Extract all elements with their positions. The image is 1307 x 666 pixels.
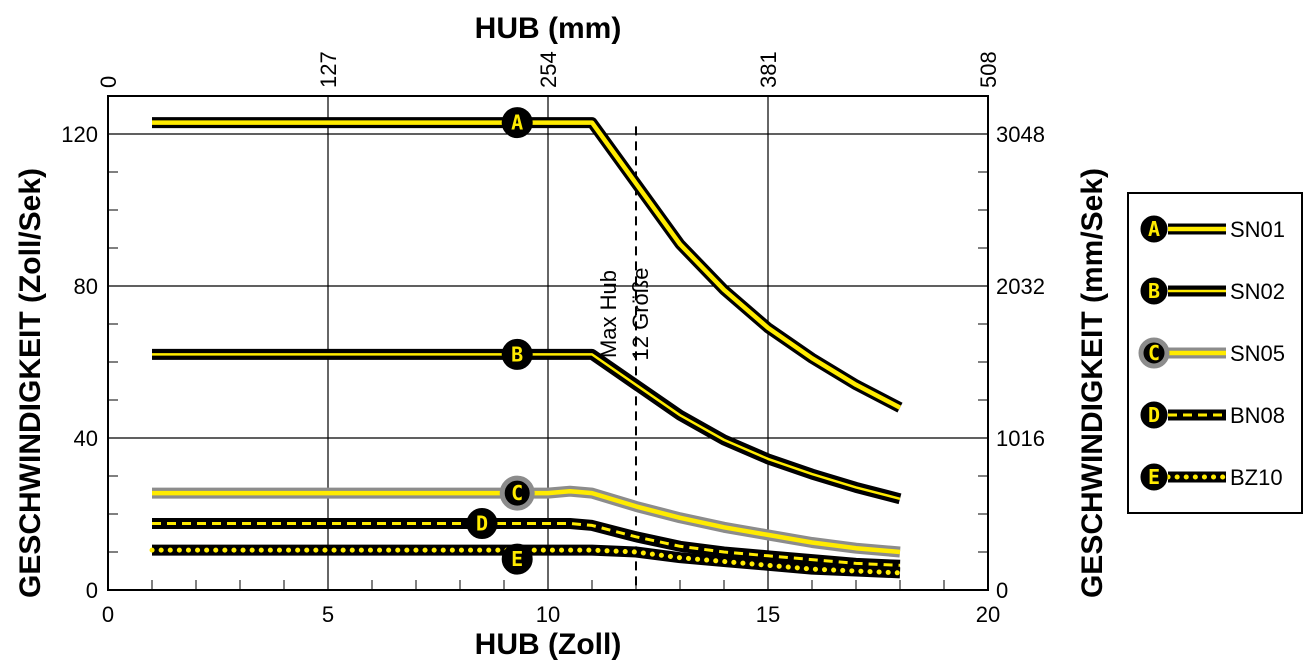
annotation-text: Max Hub bbox=[596, 270, 621, 358]
y2-tick-label: 0 bbox=[996, 578, 1008, 603]
y-tick-label: 0 bbox=[86, 578, 98, 603]
legend-label: SN02 bbox=[1230, 279, 1285, 304]
series-line bbox=[152, 120, 902, 410]
series-marker-letter: A bbox=[511, 111, 523, 135]
series-marker-badge bbox=[466, 508, 498, 539]
y2-axis-title: GESCHWINDIGKEIT (mm/Sek) bbox=[1076, 168, 1109, 598]
series-marker-letter: C bbox=[511, 481, 523, 505]
annotation-text: 12 Größe bbox=[628, 268, 653, 361]
x-tick-label: 0 bbox=[102, 602, 114, 627]
series-marker-badge bbox=[1140, 401, 1168, 429]
x2-tick-label: 381 bbox=[756, 51, 781, 88]
max-hub-annotation: Max Hub 12 Größe bbox=[596, 126, 653, 590]
series-marker-letter: C bbox=[1148, 341, 1160, 365]
y-axis-title: GESCHWINDIGKEIT (Zoll/Sek) bbox=[14, 168, 47, 598]
series-marker-badge bbox=[1138, 337, 1170, 369]
legend-item-SN02: B SN02 bbox=[1140, 277, 1285, 305]
series-marker-badge bbox=[1140, 277, 1168, 305]
series-marker-badge bbox=[1140, 463, 1168, 491]
series-line bbox=[152, 488, 901, 555]
x2-axis-title: HUB (mm) bbox=[475, 12, 622, 45]
series-line bbox=[152, 522, 901, 567]
legend-label: BN08 bbox=[1230, 403, 1285, 428]
series-SN01: A bbox=[152, 107, 903, 413]
series-marker-letter: E bbox=[1148, 465, 1160, 489]
series-marker-letter: E bbox=[511, 547, 523, 571]
series-marker-badge bbox=[501, 107, 533, 139]
series-SN05: C bbox=[152, 475, 901, 558]
x2-tick-label: 127 bbox=[316, 51, 341, 88]
legend: A SN01 B SN02 C SN05 D BN08 E BZ10 bbox=[1127, 192, 1303, 514]
series-marker-badge bbox=[501, 338, 533, 370]
legend-item-BZ10: E BZ10 bbox=[1140, 463, 1283, 491]
axis-ticks bbox=[107, 133, 989, 590]
legend-items: A SN01 B SN02 C SN05 D BN08 E BZ10 bbox=[1138, 215, 1285, 491]
series-lines: A B CDE bbox=[149, 107, 903, 579]
series-line bbox=[149, 547, 903, 576]
legend-label: SN01 bbox=[1230, 217, 1285, 242]
y-tick-label: 120 bbox=[61, 122, 98, 147]
y2-tick-label: 3048 bbox=[996, 122, 1045, 147]
series-marker-badge bbox=[501, 543, 533, 575]
grid-lines bbox=[108, 96, 988, 590]
legend-label: SN05 bbox=[1230, 341, 1285, 366]
x-tick-label: 5 bbox=[322, 602, 334, 627]
y-tick-label: 80 bbox=[74, 274, 98, 299]
series-SN02: B bbox=[152, 338, 902, 505]
series-BZ10: E bbox=[149, 543, 903, 579]
legend-label: BZ10 bbox=[1230, 465, 1283, 490]
legend-item-BN08: D BN08 bbox=[1140, 401, 1285, 429]
x-tick-label: 20 bbox=[976, 602, 1000, 627]
x2-tick-label: 508 bbox=[976, 51, 1001, 88]
x2-tick-label: 254 bbox=[536, 51, 561, 88]
legend-item-SN01: A SN01 bbox=[1140, 215, 1285, 243]
plot-frame bbox=[107, 95, 989, 591]
series-marker-letter: A bbox=[1148, 217, 1160, 241]
series-marker-badge bbox=[1140, 215, 1168, 243]
series-marker-badge bbox=[499, 475, 535, 511]
legend-item-SN05: C SN05 bbox=[1138, 337, 1285, 369]
x-tick-label: 10 bbox=[536, 602, 560, 627]
x-axis-title: HUB (Zoll) bbox=[475, 628, 622, 661]
y-tick-label: 40 bbox=[74, 426, 98, 451]
series-line bbox=[152, 353, 901, 501]
series-BN08: D bbox=[152, 508, 901, 571]
series-marker-letter: D bbox=[476, 512, 488, 536]
y2-tick-label: 2032 bbox=[996, 274, 1045, 299]
series-marker-letter: B bbox=[1148, 279, 1160, 303]
series-marker-letter: B bbox=[511, 342, 523, 366]
x-tick-label: 15 bbox=[756, 602, 780, 627]
y2-tick-label: 1016 bbox=[996, 426, 1045, 451]
x2-tick-label: 0 bbox=[96, 76, 121, 88]
series-marker-letter: D bbox=[1148, 403, 1160, 427]
series-line-outline bbox=[152, 348, 902, 505]
